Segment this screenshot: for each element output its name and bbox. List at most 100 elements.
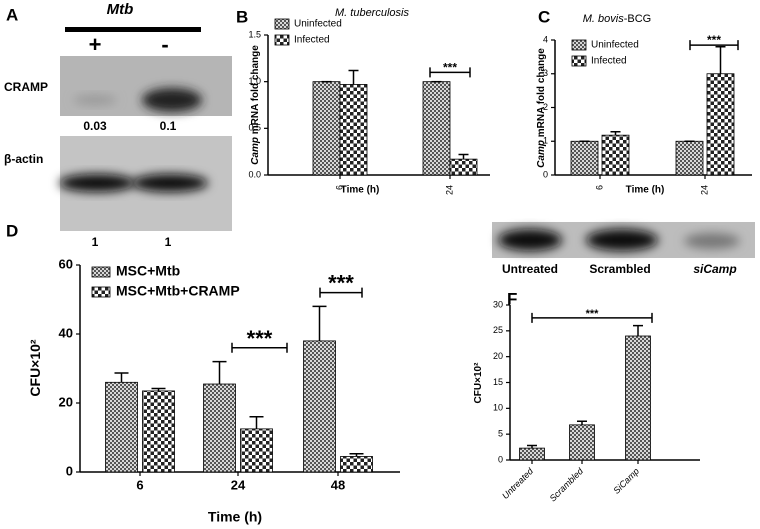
bar — [142, 390, 175, 473]
x-tick-label: Scrambled — [548, 465, 586, 503]
y-axis-label: Camp mRNA fold change — [250, 45, 261, 165]
y-axis-label-part: CFU×10² — [27, 339, 43, 397]
band-value: 1 — [92, 235, 99, 249]
band — [498, 229, 562, 251]
error-bar — [348, 69, 359, 85]
y-axis-label: Camp mRNA fold change — [536, 48, 547, 168]
legend-label: Infected — [591, 56, 627, 67]
blot-panel-e: Untreated Scrambled siCamp — [492, 222, 755, 276]
error-bar — [349, 452, 364, 457]
x-tick-label: 48 — [331, 477, 345, 492]
error-bar — [715, 46, 726, 74]
lane-label: Scrambled — [589, 262, 650, 276]
y-tick-label: 10 — [493, 403, 503, 413]
error-bar — [312, 305, 327, 341]
significance-label: *** — [443, 60, 457, 74]
y-tick-label: 0 — [498, 454, 503, 464]
band — [586, 229, 658, 251]
panel-letter: C — [538, 7, 550, 26]
lane-label: siCamp — [693, 262, 736, 276]
y-axis-label-part: CFU×10² — [473, 362, 484, 404]
y-tick-label: 20 — [59, 394, 73, 409]
chart-title-part: M. tuberculosis — [335, 7, 409, 19]
legend-swatch — [91, 286, 111, 298]
row-label: β-actin — [4, 152, 43, 166]
bar — [422, 81, 451, 176]
y-tick-label: 0 — [543, 169, 548, 179]
row-label: CRAMP — [4, 80, 48, 94]
chart-title-part: -BCG — [624, 13, 652, 25]
band — [73, 95, 117, 105]
band — [59, 174, 135, 192]
x-axis-label: Time (h) — [341, 185, 380, 196]
significance-label: *** — [328, 271, 354, 296]
significance-label: *** — [247, 326, 273, 351]
panel-letter: A — [6, 5, 18, 24]
y-tick-label: 0.5 — [248, 123, 261, 133]
error-bar — [610, 131, 621, 136]
legend-swatch — [571, 55, 587, 67]
x-tick-label: 24 — [444, 185, 454, 195]
panel-letter: F — [507, 289, 517, 308]
bar — [601, 134, 630, 176]
x-tick-label: SiCamp — [611, 466, 641, 496]
legend-label: Infected — [294, 35, 330, 46]
y-tick-label: 2 — [543, 102, 548, 112]
y-tick-label: 1.5 — [248, 29, 261, 39]
y-tick-label: 15 — [493, 377, 503, 387]
y-axis-label: CFU×10² — [473, 362, 484, 404]
blot-header: Mtb — [107, 1, 134, 18]
bar — [339, 84, 368, 176]
y-tick-label: 4 — [543, 34, 548, 44]
panel-letter: B — [236, 7, 248, 26]
legend-label: Uninfected — [294, 19, 342, 30]
error-bar — [151, 387, 166, 391]
band — [142, 88, 202, 112]
bar — [675, 140, 704, 176]
error-bar — [577, 420, 587, 425]
error-bar — [458, 153, 469, 160]
significance-bracket — [231, 342, 288, 353]
x-tick-label: 24 — [699, 185, 709, 195]
significance-bracket — [531, 312, 653, 323]
x-tick-label: 6 — [594, 185, 604, 190]
blot-image — [60, 56, 232, 116]
x-tick-label: Untreated — [500, 465, 536, 501]
x-tick-label: 6 — [136, 477, 143, 492]
y-tick-label: 0 — [66, 463, 73, 478]
bar — [303, 340, 336, 473]
legend-label: MSC+Mtb+CRAMP — [116, 283, 240, 299]
bar — [105, 381, 138, 473]
legend-swatch — [274, 34, 290, 46]
chart-title: M. tuberculosis — [335, 7, 409, 19]
band-value: 0.1 — [160, 119, 177, 133]
y-tick-label: 30 — [493, 299, 503, 309]
y-tick-label: 1.0 — [248, 76, 261, 86]
significance-label: *** — [707, 33, 721, 47]
error-bar — [212, 360, 227, 385]
x-tick-label: 24 — [231, 477, 246, 492]
error-bar — [249, 416, 264, 429]
error-bar — [114, 372, 129, 383]
band-value: 1 — [165, 235, 172, 249]
y-axis-label-part: mRNA fold change — [536, 48, 547, 140]
significance-label: *** — [586, 308, 600, 320]
y-tick-label: 1 — [543, 136, 548, 146]
bar — [240, 428, 273, 473]
bar — [706, 73, 735, 176]
significance-bracket — [429, 67, 471, 78]
legend-swatch — [274, 18, 290, 30]
y-tick-label: 0.0 — [248, 169, 261, 179]
condition: - — [161, 32, 168, 57]
y-axis-label-part: mRNA fold change — [250, 45, 261, 137]
chart-title-part: M. bovis — [583, 13, 624, 25]
condition: + — [89, 32, 102, 57]
y-axis-label-part: Camp — [536, 140, 547, 168]
blot-panel-a: Mtb + - CRAMP 0.03 0.1 β-actin 1 1 — [4, 1, 232, 249]
y-tick-label: 3 — [543, 68, 548, 78]
bar — [203, 383, 236, 473]
significance-bracket — [319, 287, 363, 298]
x-axis-label: Time (h) — [626, 185, 665, 196]
legend-swatch — [91, 266, 111, 278]
